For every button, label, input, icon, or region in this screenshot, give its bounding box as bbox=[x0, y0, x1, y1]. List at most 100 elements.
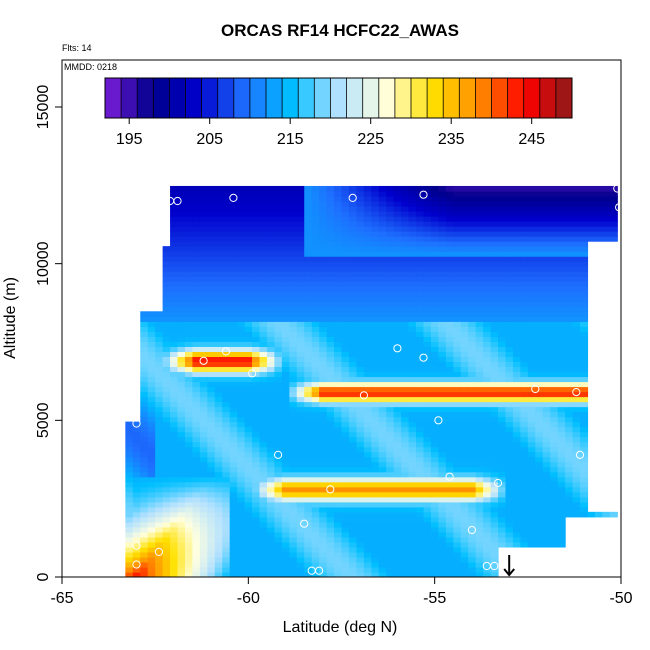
heatmap-cell bbox=[468, 291, 477, 297]
heatmap-cell bbox=[453, 571, 462, 577]
heatmap-cell bbox=[281, 511, 290, 518]
heatmap-cell bbox=[259, 326, 268, 332]
heatmap-cell bbox=[356, 336, 365, 342]
heatmap-cell bbox=[237, 566, 246, 573]
heatmap-cell bbox=[140, 556, 149, 563]
heatmap-cell bbox=[430, 426, 439, 433]
heatmap-cell bbox=[274, 436, 283, 443]
heatmap-cell bbox=[363, 336, 372, 342]
heatmap-cell bbox=[453, 336, 462, 342]
heatmap-cell bbox=[199, 531, 208, 538]
date-annotation: MMDD: 0218 bbox=[64, 62, 117, 72]
heatmap-cell bbox=[177, 306, 186, 312]
heatmap-cell bbox=[371, 481, 380, 488]
heatmap-cell bbox=[423, 541, 432, 548]
heatmap-cell bbox=[199, 411, 208, 418]
heatmap-cell bbox=[512, 406, 521, 413]
heatmap-cell bbox=[162, 386, 171, 393]
heatmap-cell bbox=[393, 551, 402, 558]
heatmap-cell bbox=[550, 471, 559, 478]
heatmap-cell bbox=[475, 286, 484, 292]
heatmap-cell bbox=[192, 341, 201, 347]
heatmap-cell bbox=[334, 546, 343, 553]
heatmap-cell bbox=[222, 396, 231, 403]
heatmap-cell bbox=[140, 566, 149, 573]
heatmap-cell bbox=[520, 195, 529, 202]
heatmap-cell bbox=[580, 441, 589, 448]
heatmap-cell bbox=[184, 421, 194, 428]
heatmap-cell bbox=[468, 266, 477, 272]
heatmap-cell bbox=[416, 381, 425, 388]
heatmap-cell bbox=[498, 256, 507, 262]
heatmap-cell bbox=[162, 501, 171, 508]
heatmap-cell bbox=[348, 526, 357, 533]
heatmap-cell bbox=[580, 256, 589, 262]
heatmap-cell bbox=[155, 406, 164, 413]
heatmap-cell bbox=[237, 421, 246, 428]
heatmap-cell bbox=[550, 216, 559, 222]
heatmap-cell bbox=[177, 271, 186, 277]
heatmap-cell bbox=[550, 531, 559, 538]
heatmap-cell bbox=[505, 446, 514, 453]
heatmap-cell bbox=[520, 406, 529, 413]
heatmap-cell bbox=[259, 431, 268, 438]
heatmap-cell bbox=[550, 416, 559, 423]
heatmap-cell bbox=[580, 411, 589, 418]
heatmap-cell bbox=[147, 561, 156, 568]
heatmap-cell bbox=[140, 526, 149, 533]
heatmap-cell bbox=[572, 261, 581, 267]
heatmap-cell bbox=[311, 206, 320, 212]
heatmap-cell bbox=[341, 541, 350, 548]
heatmap-cell bbox=[520, 521, 529, 528]
heatmap-cell bbox=[281, 466, 290, 473]
heatmap-cell bbox=[386, 331, 395, 337]
heatmap-cell bbox=[281, 366, 290, 373]
heatmap-cell bbox=[184, 506, 194, 513]
heatmap-cell bbox=[304, 271, 313, 277]
heatmap-cell bbox=[572, 341, 581, 347]
heatmap-cell bbox=[356, 341, 365, 347]
heatmap-cell bbox=[214, 221, 223, 227]
heatmap-cell bbox=[378, 391, 387, 398]
heatmap-cell bbox=[348, 531, 357, 538]
heatmap-cell bbox=[222, 246, 231, 252]
heatmap-cell bbox=[393, 441, 402, 448]
heatmap-cell bbox=[356, 561, 365, 568]
heatmap-cell bbox=[170, 396, 179, 403]
heatmap-cell bbox=[557, 306, 566, 312]
heatmap-cell bbox=[483, 486, 492, 493]
heatmap-cell bbox=[416, 301, 425, 307]
heatmap-cell bbox=[490, 201, 499, 207]
heatmap-cell bbox=[430, 351, 439, 358]
heatmap-cell bbox=[408, 261, 417, 267]
heatmap-cell bbox=[237, 386, 246, 393]
heatmap-cell bbox=[274, 361, 283, 368]
heatmap-cell bbox=[363, 536, 372, 543]
heatmap-cell bbox=[580, 216, 589, 222]
heatmap-cell bbox=[363, 286, 372, 292]
heatmap-cell bbox=[274, 251, 283, 257]
heatmap-cell bbox=[192, 326, 201, 332]
heatmap-cell bbox=[438, 456, 447, 463]
heatmap-cell bbox=[557, 506, 566, 513]
heatmap-cell bbox=[341, 341, 350, 347]
heatmap-cell bbox=[512, 481, 521, 488]
heatmap-cell bbox=[423, 536, 432, 543]
heatmap-cell bbox=[490, 561, 499, 568]
heatmap-cell bbox=[527, 311, 536, 317]
heatmap-cell bbox=[386, 241, 395, 247]
heatmap-cell bbox=[155, 521, 164, 528]
heatmap-cell bbox=[512, 391, 521, 398]
heatmap-cell bbox=[542, 251, 551, 257]
heatmap-cell bbox=[386, 391, 395, 398]
heatmap-cell bbox=[371, 476, 380, 483]
heatmap-cell bbox=[535, 501, 544, 508]
heatmap-cell bbox=[438, 236, 447, 242]
heatmap-cell bbox=[386, 386, 395, 393]
heatmap-cell bbox=[147, 371, 156, 378]
heatmap-cell bbox=[170, 190, 179, 197]
heatmap-cell bbox=[468, 311, 477, 317]
heatmap-cell bbox=[520, 411, 529, 418]
heatmap-cell bbox=[550, 431, 559, 438]
heatmap-cell bbox=[341, 371, 350, 378]
